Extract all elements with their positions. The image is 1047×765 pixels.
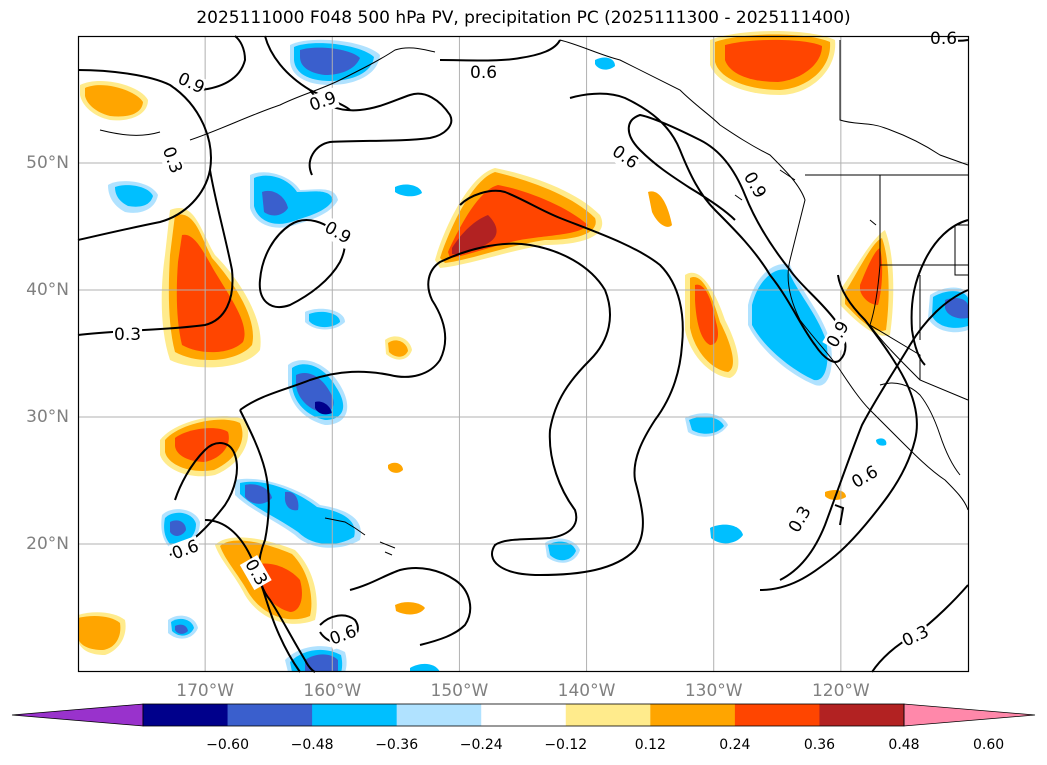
contour-label-background [929, 29, 959, 49]
contour-label: 0.9 [739, 169, 770, 202]
negative-anomaly-blob [748, 264, 832, 386]
contour-label-background [239, 555, 272, 591]
pv-contour-line [779, 289, 969, 581]
colorbar-cell [481, 704, 567, 726]
contour-label-background [898, 621, 934, 652]
graticule [78, 36, 968, 671]
contour-label: 0.3 [114, 325, 141, 345]
colorbar-tick-label: −0.24 [459, 737, 503, 753]
contour-label-background [738, 167, 771, 203]
pv-contour-line [569, 92, 847, 363]
map-panel: 0.9 0.3 0.9 0.6 0.6 0.9 0.9 0.3 0.9 0.6 … [77, 29, 970, 673]
contour-label-background [822, 316, 855, 353]
colorbar-extend-min [11, 703, 144, 727]
latitude-tick-label: 30°N [26, 407, 69, 427]
pv-contour-line [258, 219, 346, 308]
negative-anomaly-blob [161, 509, 200, 549]
colorbar-cell [227, 704, 313, 726]
colorbar-tick-label: −0.36 [375, 737, 419, 753]
positive-anomaly-blob [161, 208, 261, 368]
colorbar [11, 703, 1036, 727]
contour-label-background [469, 63, 499, 83]
latitude-tick-label: 20°N [26, 534, 69, 554]
pv-contour-line [264, 35, 351, 111]
longitude-tick-label: 140°W [557, 681, 616, 701]
colorbar-tick-label: −0.60 [206, 737, 249, 753]
contour-label: 0.9 [174, 69, 207, 99]
pv-contour-line [169, 442, 238, 556]
colorbar-cell [396, 704, 482, 726]
colorbar-tick-label: 0.12 [634, 737, 666, 753]
colorbar-tick-label: 0.60 [972, 737, 1005, 753]
contour-label-background [168, 535, 203, 565]
pv-contour-line [349, 567, 472, 646]
map-title: 2025111000 F048 500 hPa PV, precipitatio… [196, 8, 851, 28]
pv-contour-line [439, 39, 561, 62]
contour-label-background [305, 87, 341, 117]
colorbar-tick-label: 0.48 [888, 737, 920, 753]
pv-contour-line [759, 274, 918, 591]
positive-anomaly-blob [685, 272, 739, 378]
colorbar-cell [650, 704, 736, 726]
colorbar-tick-label: 0.36 [803, 737, 836, 753]
pv-contour-line [910, 219, 969, 366]
latitude-tick-label: 40°N [26, 280, 69, 300]
precipitation-shading [78, 31, 968, 672]
colorbar-cell [819, 704, 905, 726]
negative-anomaly-blob [108, 181, 158, 213]
negative-anomaly-blob [288, 360, 348, 425]
contour-label-background [607, 140, 643, 175]
contour-label: 0.3 [785, 503, 816, 536]
latitude-tick-label: 50°N [26, 153, 69, 173]
contour-label-background [173, 68, 209, 99]
longitude-tick-label: 130°W [684, 681, 743, 701]
colorbar-tick-label: −0.48 [290, 737, 334, 753]
colorbar-cell [143, 704, 229, 726]
negative-anomaly-blob [928, 287, 968, 333]
colorbar-tick-label: −0.12 [544, 737, 588, 753]
longitude-tick-label: 120°W [811, 681, 870, 701]
negative-anomaly-blob [290, 39, 380, 85]
coastlines [99, 39, 969, 556]
longitude-tick-label: 170°W [176, 681, 235, 701]
colorbar-cell [734, 704, 820, 726]
colorbar-extend-max [903, 703, 1036, 727]
contour-label-background [113, 325, 143, 345]
contour-label: 0.6 [470, 63, 497, 83]
negative-anomaly-blob [250, 172, 338, 228]
colorbar-cell [565, 704, 651, 726]
contour-label-background [157, 143, 187, 178]
colorbar-cell [312, 704, 398, 726]
contour-label: 0.6 [930, 29, 957, 49]
pv-contour-line [239, 189, 684, 577]
contour-label-background [784, 501, 817, 538]
positive-anomaly-blob [80, 80, 148, 121]
pv-contour-line [77, 69, 212, 241]
contour-label-background [847, 461, 883, 494]
contour-label: 0.6 [848, 462, 881, 493]
positive-anomaly-blob [840, 230, 894, 336]
pv-contour-line [204, 519, 301, 673]
pv-contour-line [308, 89, 453, 176]
pv-contour-line [199, 35, 247, 91]
map-frame [77, 35, 970, 673]
colorbar-frame [142, 703, 905, 727]
positive-anomaly-blob [710, 31, 836, 95]
positive-anomaly-blob [78, 612, 126, 655]
longitude-tick-label: 150°W [430, 681, 489, 701]
contour-label-background [320, 217, 356, 249]
longitude-tick-label: 160°W [303, 681, 362, 701]
contour-label-background [326, 621, 361, 650]
colorbar-tick-label: 0.24 [719, 737, 751, 753]
negative-anomaly-blob [235, 478, 361, 548]
positive-anomaly-blob [385, 191, 846, 615]
positive-anomaly-blob [160, 416, 249, 477]
pv-contour-line [834, 504, 845, 526]
contour-label: 0.9 [321, 218, 354, 249]
